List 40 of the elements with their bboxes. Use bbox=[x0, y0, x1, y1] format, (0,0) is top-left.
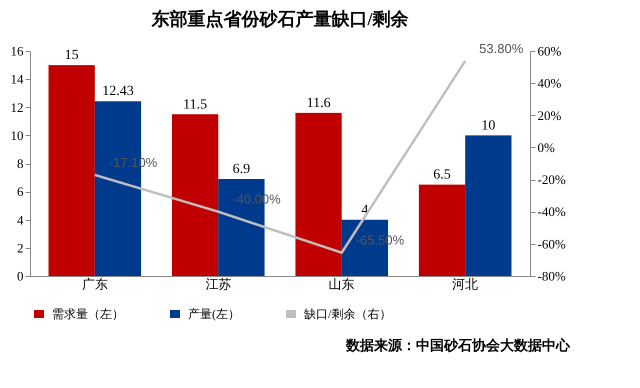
y-tick-label: 16 bbox=[10, 44, 24, 58]
y-tick-label: 12 bbox=[10, 100, 24, 115]
y-tick-label: 14 bbox=[10, 72, 24, 87]
data-label: 11.5 bbox=[183, 97, 208, 112]
y2-tick-label: -20% bbox=[538, 172, 566, 188]
y-tick-label: 8 bbox=[17, 156, 24, 171]
x-tick-label: 河北 bbox=[452, 276, 478, 292]
data-label: 11.6 bbox=[306, 96, 331, 111]
x-tick-label: 广东 bbox=[82, 276, 108, 292]
y-tick-label: 0 bbox=[17, 268, 24, 284]
y2-tick-label: -40% bbox=[538, 204, 566, 220]
bar bbox=[172, 114, 218, 276]
data-label: 12.43 bbox=[102, 84, 134, 100]
data-label: 10 bbox=[481, 118, 496, 134]
data-label: 6.5 bbox=[433, 168, 451, 183]
y2-tick-label: 20% bbox=[538, 108, 562, 123]
data-label: 15 bbox=[64, 48, 79, 64]
y-tick-label: 10 bbox=[10, 128, 24, 143]
x-tick-label: 江苏 bbox=[205, 276, 232, 292]
source-note: 数据来源：中国砂石协会大数据中心 bbox=[345, 337, 571, 354]
bar bbox=[418, 184, 466, 276]
legend-label: 需求量（左） bbox=[52, 307, 124, 321]
y-tick-label: 6 bbox=[17, 184, 24, 200]
bar bbox=[465, 135, 512, 276]
x-tick-label: 山东 bbox=[328, 276, 355, 292]
line-series bbox=[94, 60, 466, 254]
y-tick-label: 4 bbox=[17, 212, 24, 228]
y2-tick-label: -80% bbox=[538, 268, 566, 284]
data-label: 53.80% bbox=[479, 40, 524, 56]
legend-label: 缺口/剩余（右） bbox=[304, 307, 392, 321]
y2-tick-label: 40% bbox=[538, 76, 562, 91]
y2-tick-label: -60% bbox=[538, 236, 566, 252]
y2-tick-label: 0% bbox=[538, 140, 555, 155]
data-label: 6.9 bbox=[232, 162, 250, 177]
y-tick-label: 2 bbox=[17, 240, 24, 256]
chart-title: 东部重点省份砂石产量缺口/剩余 bbox=[150, 8, 410, 29]
bar bbox=[48, 65, 95, 276]
bar bbox=[295, 112, 342, 276]
legend-label: 产量(左） bbox=[188, 307, 240, 321]
y2-tick-label: 60% bbox=[538, 44, 562, 58]
